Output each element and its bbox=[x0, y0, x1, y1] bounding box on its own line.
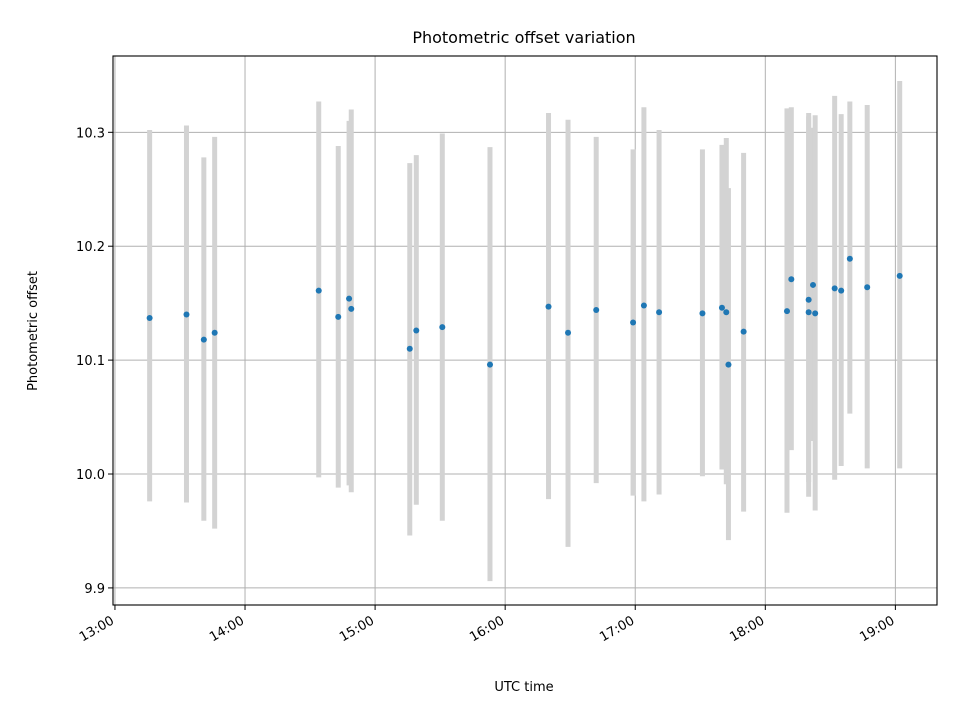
data-point bbox=[439, 324, 446, 331]
data-point bbox=[565, 329, 572, 336]
y-tick-label: 9.9 bbox=[84, 582, 105, 597]
plot-frame bbox=[112, 55, 938, 606]
x-axis-label: UTC time bbox=[494, 680, 553, 695]
data-point bbox=[846, 255, 853, 262]
data-point bbox=[545, 303, 552, 310]
data-point bbox=[315, 287, 322, 294]
data-point bbox=[809, 281, 816, 288]
data-point bbox=[656, 309, 663, 316]
data-point bbox=[413, 327, 420, 334]
data-point bbox=[812, 310, 819, 317]
data-point bbox=[783, 308, 790, 315]
x-tick-label: 19:00 bbox=[857, 613, 897, 645]
data-point bbox=[640, 302, 647, 309]
data-point bbox=[183, 311, 190, 318]
data-point bbox=[699, 310, 706, 317]
y-axis-ticks: 9.9 10.0 10.1 10.2 10.3 bbox=[76, 126, 113, 597]
data-point bbox=[211, 329, 218, 336]
data-point bbox=[486, 361, 493, 368]
data-point bbox=[346, 295, 353, 302]
data-point bbox=[725, 361, 732, 368]
data-point bbox=[718, 304, 725, 311]
x-tick-label: 13:00 bbox=[77, 613, 117, 645]
data-point bbox=[335, 313, 342, 320]
x-tick-label: 15:00 bbox=[337, 613, 377, 645]
data-point bbox=[630, 319, 637, 326]
error-bars bbox=[147, 81, 903, 582]
x-tick-label: 16:00 bbox=[467, 613, 507, 645]
y-tick-label: 10.3 bbox=[76, 126, 105, 141]
y-tick-label: 10.0 bbox=[76, 468, 105, 483]
chart-title: Photometric offset variation bbox=[412, 28, 635, 47]
data-point bbox=[788, 276, 795, 283]
x-tick-label: 17:00 bbox=[597, 613, 637, 645]
data-points bbox=[146, 255, 903, 368]
data-point bbox=[406, 345, 413, 352]
data-point bbox=[896, 272, 903, 279]
data-point bbox=[348, 305, 355, 312]
data-point bbox=[805, 296, 812, 303]
x-tick-label: 14:00 bbox=[207, 613, 247, 645]
data-point bbox=[805, 309, 812, 316]
x-tick-label: 18:00 bbox=[727, 613, 767, 645]
data-point bbox=[200, 336, 207, 343]
data-point bbox=[740, 328, 747, 335]
data-point bbox=[146, 314, 153, 321]
data-point bbox=[831, 285, 838, 292]
data-point bbox=[593, 306, 600, 313]
y-tick-label: 10.2 bbox=[76, 240, 105, 255]
x-axis-ticks: 13:00 14:00 15:00 16:00 17:00 18:00 19:00 bbox=[77, 605, 897, 645]
y-tick-label: 10.1 bbox=[76, 354, 105, 369]
data-point bbox=[864, 284, 871, 291]
data-point bbox=[838, 287, 845, 294]
y-axis-label: Photometric offset bbox=[26, 271, 41, 391]
data-point bbox=[723, 309, 730, 316]
